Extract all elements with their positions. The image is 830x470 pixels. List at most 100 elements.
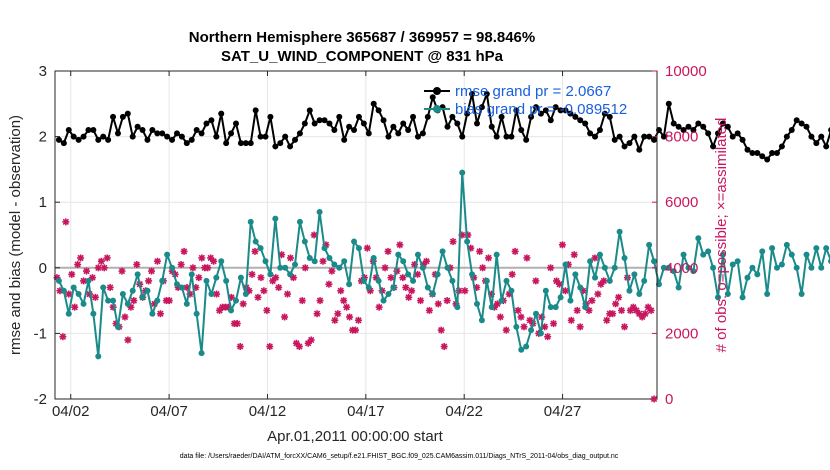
rmse-point	[341, 136, 348, 143]
rmse-point	[60, 140, 67, 147]
obs-stroke-d2	[204, 264, 211, 271]
obs-point	[502, 326, 510, 334]
obs-point	[266, 343, 274, 351]
bias-point	[178, 284, 185, 291]
rmse-point	[567, 110, 574, 117]
bias-point	[114, 323, 121, 330]
plot-frame	[54, 70, 658, 400]
obs-stroke-d2	[414, 271, 421, 278]
rmse-point	[793, 117, 800, 124]
rmse-point	[419, 130, 426, 137]
obs-stroke-d2	[441, 343, 448, 350]
obs-point	[496, 313, 504, 321]
bias-point	[380, 297, 387, 304]
rmse-point	[360, 120, 367, 127]
bias-point	[301, 238, 308, 245]
obs-stroke-d2	[189, 264, 197, 271]
bias-point	[188, 271, 195, 278]
bias-point	[518, 346, 525, 353]
obs-stroke-d2	[636, 310, 643, 317]
x-tick-label: 04/02	[52, 403, 90, 420]
rmse-point	[100, 133, 107, 140]
obs-point	[133, 261, 141, 269]
obs-point	[570, 251, 578, 259]
rmse-point	[572, 113, 579, 120]
rmse-point	[749, 150, 756, 156]
obs-stroke-d2	[556, 281, 563, 288]
bias-point	[503, 277, 510, 284]
obs-stroke-d2	[544, 333, 551, 340]
obs-stroke-d2	[71, 303, 78, 311]
obs-stroke-d2	[62, 218, 70, 226]
obs-point	[263, 306, 271, 314]
rmse-point	[444, 123, 451, 130]
rmse-point	[70, 133, 77, 140]
x-tick-label: 04/12	[249, 403, 287, 420]
obs-stroke-d2	[514, 307, 522, 314]
obs-point	[461, 287, 469, 295]
bias-point	[336, 264, 343, 271]
obs-stroke-d2	[107, 284, 114, 291]
rmse-point	[414, 133, 421, 140]
rmse-point	[596, 127, 603, 134]
obs-stroke-d2	[210, 258, 217, 265]
rmse-point	[306, 107, 313, 114]
rmse-point	[788, 127, 795, 134]
bias-point	[769, 245, 776, 252]
bias-point	[533, 310, 540, 317]
bias-point	[523, 343, 530, 350]
bias-point	[670, 268, 677, 275]
obs-stroke-d2	[381, 264, 389, 271]
obs-stroke-d2	[352, 326, 359, 334]
rmse-point	[488, 123, 495, 130]
obs-stroke-d2	[240, 300, 247, 308]
obs-point	[567, 316, 575, 324]
bias-point	[646, 241, 653, 248]
obs-point	[103, 254, 111, 262]
obs-point	[148, 267, 156, 275]
bias-point	[228, 307, 235, 314]
obs-point	[520, 323, 528, 331]
obs-point	[440, 343, 448, 351]
obs-stroke-d2	[642, 310, 649, 317]
obs-stroke-d2	[396, 241, 404, 249]
bias-point	[808, 264, 815, 271]
rmse-point	[410, 113, 417, 120]
bias-point	[636, 291, 643, 298]
bias-point	[572, 271, 579, 278]
bias-point	[793, 264, 800, 271]
rmse-point	[739, 136, 746, 143]
bias-point	[355, 245, 362, 252]
rmse-point	[149, 127, 156, 134]
rmse-point	[651, 136, 658, 143]
rmse-point	[508, 133, 515, 140]
obs-stroke-d2	[248, 271, 256, 278]
obs-point	[449, 238, 457, 246]
rmse-point	[710, 143, 717, 150]
y2-tick-label: 2000	[665, 325, 698, 342]
rmse-point	[351, 127, 358, 134]
obs-point	[647, 306, 655, 314]
rmse-point	[292, 136, 299, 143]
rmse-point	[267, 113, 274, 120]
obs-point	[248, 270, 256, 278]
x-axis-ticks: 04/02 04/07 04/12 04/17 04/22 04/27	[52, 71, 581, 420]
obs-point	[257, 274, 265, 282]
bias-point	[277, 264, 284, 271]
rmse-point	[513, 107, 520, 114]
rmse-point	[542, 107, 549, 114]
rmse-point	[778, 143, 785, 150]
rmse-point	[173, 130, 180, 137]
bias-point	[695, 235, 702, 242]
obs-stroke-d2	[180, 248, 188, 255]
rmse-point	[316, 117, 323, 124]
rmse-point	[257, 133, 264, 140]
obs-point	[130, 297, 138, 305]
obs-stroke-d2	[547, 264, 554, 271]
rmse-point	[724, 123, 731, 130]
rmse-point	[803, 123, 810, 130]
obs-point	[189, 264, 197, 272]
obs-stroke-d2	[550, 320, 557, 327]
bias-point	[154, 297, 161, 304]
bias-point	[410, 277, 417, 284]
